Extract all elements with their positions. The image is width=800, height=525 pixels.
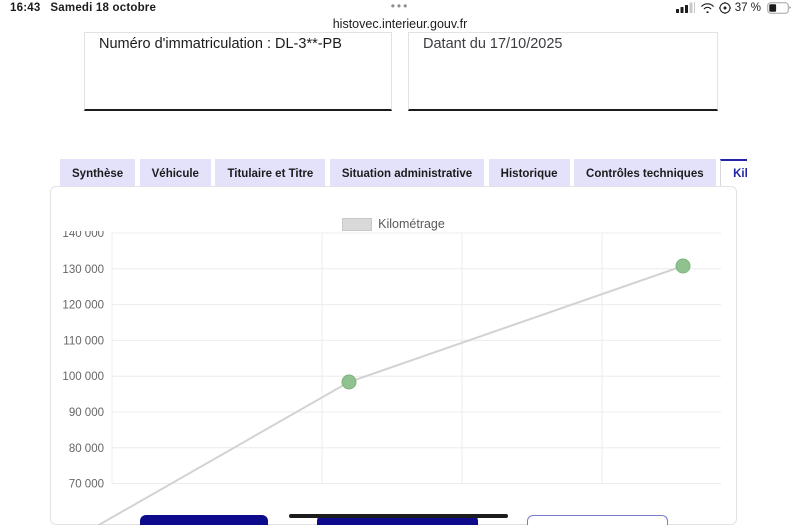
- svg-text:100 000: 100 000: [62, 371, 104, 383]
- svg-text:120 000: 120 000: [62, 300, 104, 312]
- svg-text:80 000: 80 000: [69, 443, 104, 455]
- svg-text:110 000: 110 000: [63, 335, 104, 347]
- svg-text:90 000: 90 000: [69, 407, 104, 419]
- svg-text:140 000: 140 000: [62, 231, 104, 240]
- svg-text:130 000: 130 000: [62, 264, 104, 276]
- svg-text:70 000: 70 000: [69, 479, 104, 491]
